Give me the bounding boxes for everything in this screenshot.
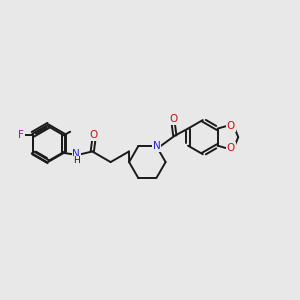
Text: N: N	[72, 149, 80, 159]
Text: O: O	[90, 130, 98, 140]
Text: O: O	[227, 143, 235, 153]
Text: N: N	[153, 141, 160, 151]
Text: O: O	[227, 121, 235, 131]
Text: H: H	[73, 156, 80, 165]
Text: O: O	[169, 115, 178, 124]
Text: F: F	[18, 130, 24, 140]
